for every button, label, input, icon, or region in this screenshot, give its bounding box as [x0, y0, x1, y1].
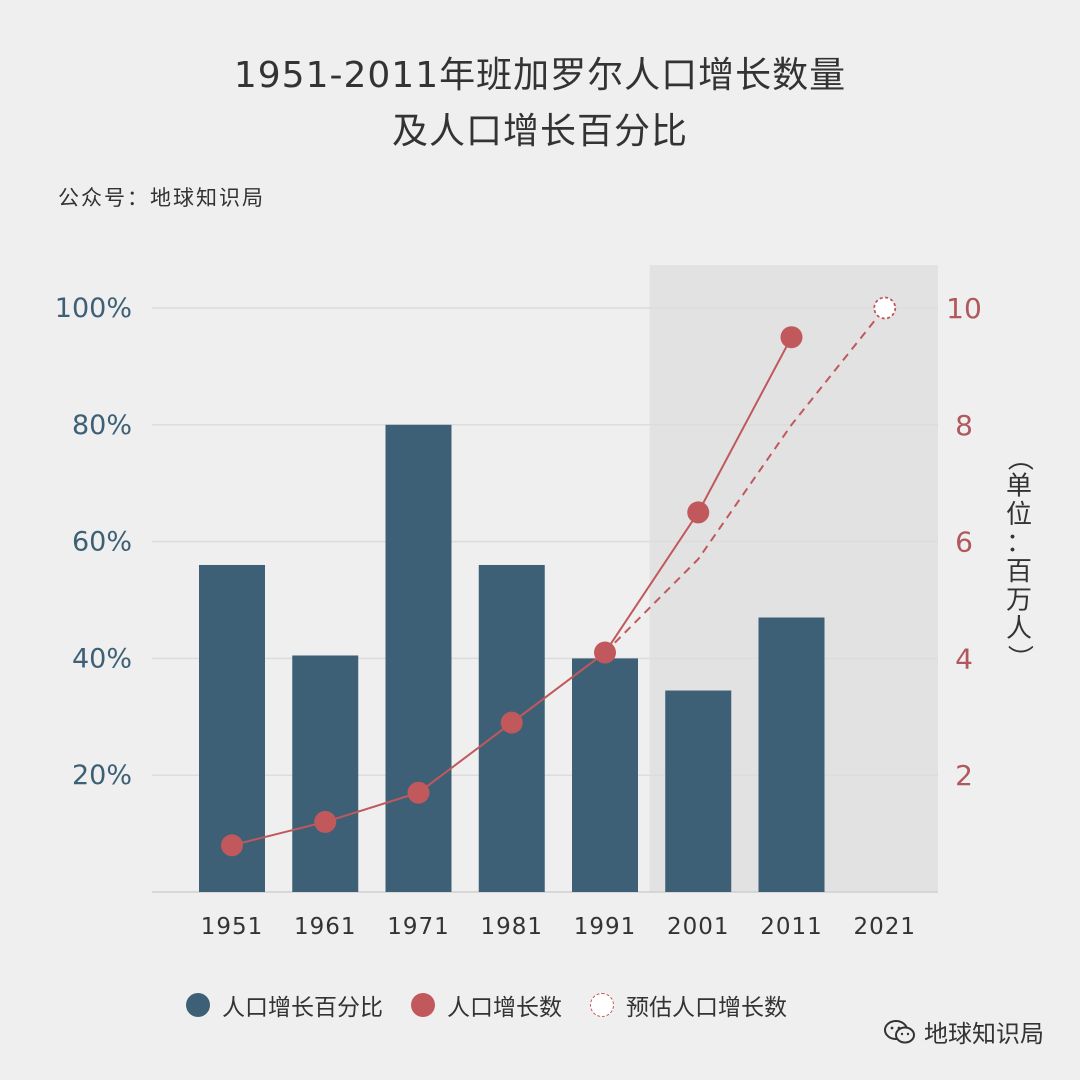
source-label: 公众号：地球知识局: [58, 186, 265, 210]
unit-char-text: 万: [1006, 586, 1032, 616]
right-tick-label: 6: [955, 526, 973, 559]
watermark: 地球知识局: [884, 1014, 1044, 1049]
unit-char: （: [1004, 445, 1034, 471]
line-layer: [221, 296, 897, 857]
left-tick-label: 20%: [72, 760, 132, 791]
legend-bar-swatch: [186, 993, 210, 1017]
unit-char: 位: [1006, 500, 1032, 530]
x-tick-label: 2011: [760, 914, 823, 940]
x-tick-label: 1991: [574, 914, 637, 940]
actual-point-2011: [780, 326, 803, 349]
legend-bar-label: 人口增长百分比: [222, 995, 383, 1021]
x-tick-label: 1951: [201, 914, 264, 940]
bar-2011: [758, 617, 825, 892]
x-tick-label: 2021: [853, 914, 916, 940]
right-tick-label: 2: [955, 759, 973, 792]
x-tick-label: 1971: [387, 914, 450, 940]
tick-layer: 20% 40% 60% 80% 100% 2 4 6 8 10 1951 1961 1971 1981 19…: [55, 292, 982, 940]
bar-layer: [199, 424, 825, 892]
bar-1971: [385, 424, 452, 892]
legend: 人口增长百分比 人口增长数 预估人口增长数: [186, 988, 815, 1022]
legend-item-estimate: 预估人口增长数: [590, 988, 787, 1022]
right-tick-label: 8: [955, 409, 973, 442]
unit-char-text: 百: [1006, 557, 1032, 587]
estimate-point-2021: [873, 296, 897, 320]
title-line-1: 1951-2011年班加罗尔人口增长数量: [233, 55, 847, 96]
right-tick-label: 4: [955, 642, 973, 675]
bar-2001: [665, 690, 732, 892]
chart-title: 1951-2011年班加罗尔人口增长数量 及人口增长百分比: [0, 48, 1080, 160]
bar-1991: [572, 658, 638, 892]
x-tick-label: 1981: [480, 914, 543, 940]
x-tick-label: 1961: [294, 914, 357, 940]
legend-line-label: 人口增长数: [447, 995, 562, 1021]
wechat-icon: [884, 1019, 915, 1043]
unit-char: ：: [1006, 529, 1032, 559]
actual-point-1981: [500, 711, 523, 734]
unit-char-text: 位: [1006, 500, 1032, 530]
actual-point-1951: [221, 834, 243, 857]
legend-estimate-label: 预估人口增长数: [626, 995, 787, 1021]
unit-char: 单: [1006, 472, 1032, 502]
actual-point-2001: [687, 501, 710, 524]
left-tick-label: 40%: [72, 643, 132, 674]
unit-char-text: ）: [1004, 644, 1034, 670]
actual-point-1971: [407, 781, 430, 804]
right-tick-label: 10: [946, 292, 982, 325]
watermark-text: 地球知识局: [924, 1020, 1044, 1048]
actual-point-1961: [314, 810, 337, 833]
unit-char-text: 人: [1006, 614, 1032, 644]
x-tick-label: 2001: [667, 914, 730, 940]
estimate-line: [604, 307, 886, 654]
unit-char: 人: [1006, 614, 1032, 644]
unit-char: 百: [1006, 557, 1032, 587]
legend-line-swatch: [411, 993, 435, 1017]
unit-char: ）: [1004, 644, 1034, 670]
unit-char-text: ：: [1006, 529, 1032, 559]
legend-item-bar: 人口增长百分比: [186, 988, 383, 1022]
legend-estimate-swatch: [590, 993, 614, 1017]
left-tick-label: 60%: [72, 527, 132, 558]
left-tick-label: 80%: [72, 410, 132, 441]
right-axis-unit: （单位：百万人）: [1004, 445, 1034, 671]
title-line-2: 及人口增长百分比: [391, 111, 688, 152]
bar-1961: [292, 655, 359, 892]
actual-point-1991: [594, 641, 616, 664]
left-tick-label: 100%: [55, 293, 132, 324]
unit-char: 万: [1006, 586, 1032, 616]
legend-item-line: 人口增长数: [411, 988, 562, 1022]
unit-char-text: 单: [1006, 472, 1032, 502]
unit-char-text: （: [1004, 445, 1034, 471]
